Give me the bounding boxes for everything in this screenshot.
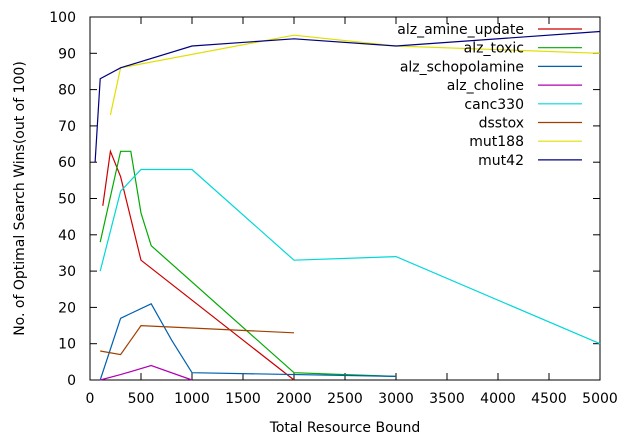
legend-label: alz_amine_update [397,22,524,38]
x-tick-label: 5000 [582,391,618,407]
x-axis-title: Total Resource Bound [269,420,421,436]
y-tick-label: 0 [67,373,76,389]
y-tick-label: 20 [58,300,76,316]
y-tick-label: 60 [58,155,76,171]
legend-label: alz_choline [447,78,524,94]
series-line-mut42 [94,30,601,163]
x-tick-label: 2000 [276,391,312,407]
series-line-alz-amine-update [102,148,295,381]
x-tick-label: 0 [86,391,95,407]
legend-label: dsstox [479,116,524,132]
x-tick-label: 1500 [225,391,261,407]
y-tick-label: 80 [58,83,76,99]
series-line-mut188 [109,34,601,116]
x-tick-label: 3500 [429,391,465,407]
x-tick-label: 4500 [531,391,567,407]
y-tick-label: 40 [58,228,76,244]
y-tick-label: 30 [58,264,76,280]
series-line-alz-toxic [99,150,397,377]
x-tick-label: 2500 [327,391,363,407]
series-line-alz-schopolamine [99,303,397,381]
legend: alz_amine_update alz_toxic alz_schopolamin… [397,22,582,169]
legend-label: alz_schopolamine [400,59,524,75]
series-line-dsstox [100,324,295,356]
series-line-alz-choline [100,364,193,381]
x-tick-label: 4000 [480,391,516,407]
series-layer [94,30,601,381]
y-axis-title: No. of Optimal Search Wins(out of 100) [12,61,28,336]
x-tick-label: 3000 [378,391,414,407]
y-tick-label: 50 [58,192,76,208]
y-axis-ticks: 0 10 20 30 40 50 60 70 80 90 100 [49,10,600,389]
x-tick-label: 500 [128,391,155,407]
legend-label: mut188 [469,134,524,150]
y-tick-label: 90 [58,46,76,62]
legend-label: alz_toxic [464,41,524,57]
legend-label: mut42 [478,153,524,169]
y-tick-label: 10 [58,337,76,353]
legend-label: canc330 [464,97,524,113]
x-axis-ticks: 0 500 1000 1500 2000 2500 3000 3500 4000 4500 5000 [86,17,618,407]
y-tick-label: 70 [58,119,76,135]
series-line-canc330 [99,168,601,345]
x-tick-label: 1000 [174,391,210,407]
y-tick-label: 100 [49,10,76,26]
